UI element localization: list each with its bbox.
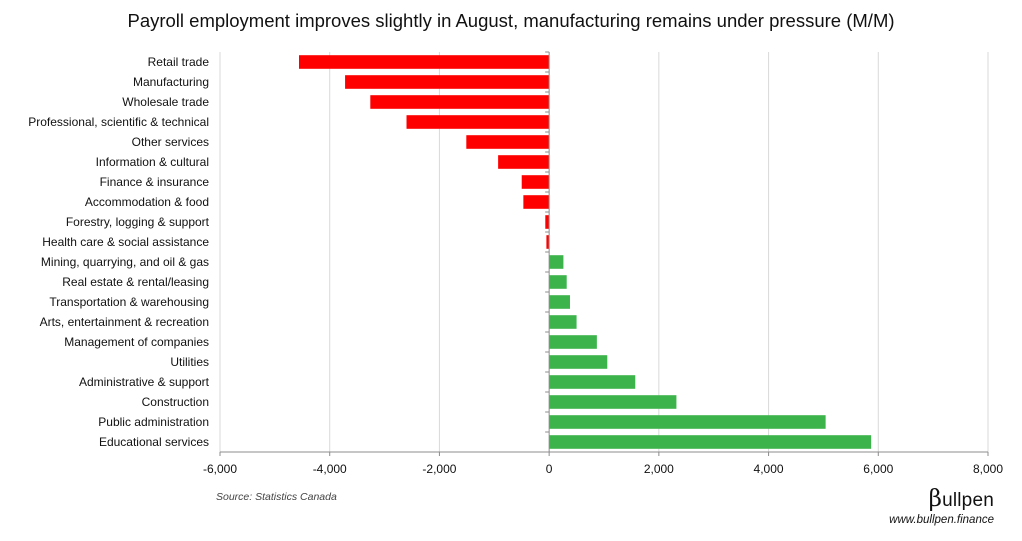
bar-accommodation-food [523, 195, 550, 209]
x-tick-labels: -6,000 -4,000 -2,000 0 2,000 4,000 6,000 8,000 [203, 462, 1003, 476]
bar-transportation-warehousing [549, 295, 570, 309]
bar-arts-entertainment-recreation [549, 315, 577, 329]
x-tick-label: 4,000 [754, 462, 784, 476]
bar-information-cultural [498, 155, 550, 169]
bar-management-of-companies [549, 335, 597, 349]
bar-professional-scientific-technical [406, 115, 550, 129]
x-tick-label: -2,000 [422, 462, 456, 476]
bar-wholesale-trade [370, 95, 550, 109]
category-label: Finance & insurance [100, 175, 210, 189]
gridlines [219, 52, 989, 452]
x-tick-label: 6,000 [863, 462, 893, 476]
x-tick-label: -6,000 [203, 462, 237, 476]
bar-educational-services [549, 435, 872, 449]
bars [298, 55, 872, 449]
category-label: Wholesale trade [122, 95, 209, 109]
x-tick-label: 0 [546, 462, 553, 476]
category-label: Information & cultural [96, 155, 209, 169]
category-label: Accommodation & food [85, 195, 209, 209]
bar-administrative-support [549, 375, 636, 389]
bar-utilities [549, 355, 608, 369]
bar-real-estate-rental-leasing [549, 275, 567, 289]
category-label: Management of companies [64, 335, 209, 349]
category-label: Other services [132, 135, 209, 149]
x-tick-label: 2,000 [644, 462, 674, 476]
category-label: Forestry, logging & support [66, 215, 210, 229]
brand-logo-text: ullpen [942, 490, 994, 511]
category-label: Utilities [170, 355, 209, 369]
bar-finance-insurance [521, 175, 550, 189]
brand-logo: βullpen [929, 486, 994, 512]
brand-url[interactable]: www.bullpen.finance [889, 514, 994, 526]
category-label: Construction [142, 395, 209, 409]
bar-health-care-social-assistance [546, 235, 550, 249]
bar-forestry-logging-support [545, 215, 550, 229]
category-label: Professional, scientific & technical [28, 115, 209, 129]
category-labels: Retail trade Manufacturing Wholesale trade… [28, 55, 209, 449]
category-label: Administrative & support [79, 375, 210, 389]
category-label: Educational services [99, 435, 209, 449]
brand-logo-glyph: β [928, 486, 943, 512]
category-label: Retail trade [148, 55, 210, 69]
bar-construction [549, 395, 677, 409]
bar-manufacturing [345, 75, 550, 89]
axes [219, 51, 989, 456]
category-label: Mining, quarrying, and oil & gas [41, 255, 209, 269]
bar-retail-trade [298, 55, 550, 69]
chart-title: Payroll employment improves slightly in … [127, 10, 895, 31]
category-label: Public administration [98, 415, 209, 429]
bar-other-services [466, 135, 550, 149]
category-label: Transportation & warehousing [49, 295, 209, 309]
category-label: Manufacturing [133, 75, 209, 89]
category-label: Real estate & rental/leasing [62, 275, 209, 289]
category-label: Arts, entertainment & recreation [40, 315, 209, 329]
bar-mining-quarrying-and-oil-gas [549, 255, 564, 269]
category-label: Health care & social assistance [42, 235, 209, 249]
x-tick-label: -4,000 [313, 462, 347, 476]
source-note: Source: Statistics Canada [216, 491, 337, 503]
x-tick-label: 8,000 [973, 462, 1003, 476]
bar-public-administration [549, 415, 826, 429]
